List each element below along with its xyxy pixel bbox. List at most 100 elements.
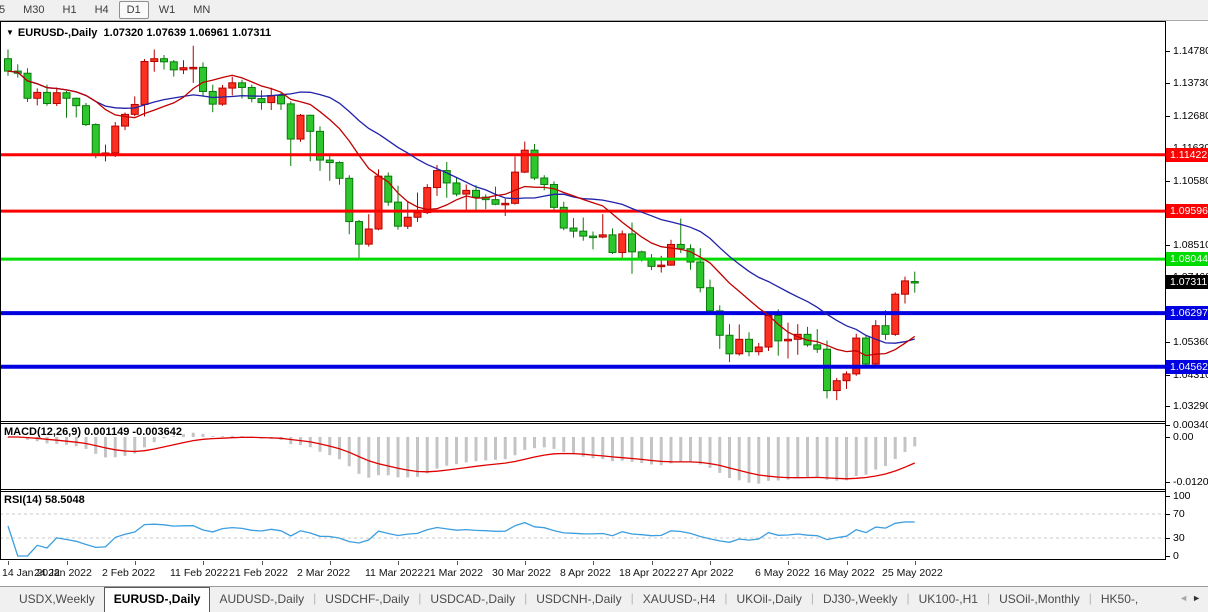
- candle: [277, 93, 285, 111]
- rsi-panel[interactable]: [0, 492, 1165, 559]
- candle: [706, 279, 714, 312]
- tab-usoil-monthly[interactable]: USOil-,Monthly: [999, 592, 1080, 606]
- candle: [511, 156, 519, 205]
- candle: [452, 177, 461, 197]
- candle: [199, 62, 207, 97]
- candle: [140, 59, 149, 117]
- candle: [442, 161, 451, 198]
- price-axis-border: [1165, 21, 1166, 560]
- tab-scroll-left-icon[interactable]: ◄: [1179, 593, 1193, 603]
- tab-uk100-h1[interactable]: UK100-,H1: [918, 592, 978, 606]
- panel-separator[interactable]: [0, 489, 1208, 490]
- tab-usdx-weekly[interactable]: USDX,Weekly: [19, 592, 95, 606]
- tab-xauusd-h4[interactable]: XAUUSD-,H4: [642, 592, 716, 606]
- rsi-line: [7, 521, 915, 557]
- price-axis-tick-tick: [1165, 406, 1170, 407]
- candle: [667, 239, 675, 266]
- date-tick: [330, 561, 331, 565]
- date-axis-label: 6 May 2022: [755, 567, 810, 579]
- candle: [628, 222, 636, 274]
- tab-dj30-weekly[interactable]: DJ30-,Weekly: [822, 592, 898, 606]
- tab-hk50[interactable]: HK50-,: [1100, 592, 1139, 606]
- timeframe-button-5[interactable]: 5: [0, 4, 6, 16]
- date-axis-label: 25 May 2022: [882, 567, 943, 579]
- candle: [23, 68, 32, 102]
- tab-usdcnh-daily[interactable]: USDCNH-,Daily: [536, 592, 622, 606]
- tab-separator: |: [418, 591, 422, 605]
- level-price-label-1.06297: 1.06297: [1166, 306, 1208, 320]
- macd-axis-tick-tick: [1165, 437, 1170, 438]
- time-axis[interactable]: 14 Jan 2022 24 Jan 2022 2 Feb 2022 11 Feb 2…: [0, 561, 1165, 586]
- tab-audusd-daily[interactable]: AUDUSD-,Daily: [219, 592, 305, 606]
- candle: [82, 102, 90, 127]
- candle: [862, 335, 870, 366]
- candle: [364, 214, 373, 247]
- candle: [384, 172, 393, 206]
- timeframe-button-h1[interactable]: H1: [62, 4, 77, 16]
- candle: [784, 322, 792, 359]
- candle: [355, 220, 363, 259]
- candle: [881, 310, 890, 340]
- tab-scroll-right-icon[interactable]: ►: [1192, 593, 1205, 603]
- tab-eurusd-daily[interactable]: EURUSD-,Daily: [103, 587, 211, 612]
- date-axis-label: 30 Mar 2022: [492, 567, 551, 579]
- timeframe-button-d1[interactable]: D1: [118, 1, 149, 19]
- date-tick: [847, 561, 848, 565]
- timeframe-button-mn[interactable]: MN: [193, 4, 211, 16]
- price-axis-tick-tick: [1165, 375, 1170, 376]
- date-axis-label: 14 Jan 2022: [2, 567, 60, 579]
- candle: [598, 214, 607, 239]
- panel-separator[interactable]: [0, 491, 1208, 492]
- date-tick: [652, 561, 653, 565]
- candle: [91, 123, 100, 159]
- date-axis-label: 8 Apr 2022: [560, 567, 611, 579]
- date-tick: [67, 561, 68, 565]
- tab-ukoil-daily[interactable]: UKOil-,Daily: [736, 592, 802, 606]
- price-axis-tick-tick: [1165, 245, 1170, 246]
- timeframe-button-w1[interactable]: W1: [158, 4, 176, 16]
- candle: [150, 49, 159, 72]
- timeframe-button-h4[interactable]: H4: [94, 4, 109, 16]
- rsi-axis-tick-tick: [1165, 556, 1170, 557]
- date-tick: [915, 561, 916, 565]
- macd-panel[interactable]: [0, 424, 1165, 489]
- price-axis-tick-tick: [1165, 83, 1170, 84]
- date-axis-label: 11 Mar 2022: [365, 567, 424, 579]
- date-tick: [262, 561, 263, 565]
- price-axis: 1.147801.137301.126801.116301.105801.085…: [1165, 21, 1208, 586]
- candle: [569, 218, 578, 238]
- candle: [754, 343, 763, 356]
- panel-separator[interactable]: [0, 421, 1208, 422]
- timeframe-button-m30[interactable]: M30: [23, 4, 45, 16]
- candle: [686, 244, 695, 270]
- price-axis-tick-tick: [1165, 181, 1170, 182]
- tab-separator: |: [810, 591, 814, 605]
- rsi-axis-tick: 0: [1173, 550, 1179, 562]
- panel-separator[interactable]: [0, 423, 1208, 424]
- tab-usdcad-daily[interactable]: USDCAD-,Daily: [430, 592, 516, 606]
- candle: [257, 90, 266, 110]
- candle: [608, 228, 617, 255]
- candle: [267, 87, 276, 111]
- price-chart-canvas[interactable]: [0, 23, 1165, 421]
- candle: [374, 169, 383, 231]
- candle: [189, 45, 198, 83]
- date-tick: [525, 561, 526, 565]
- candle: [130, 96, 139, 117]
- price-axis-tick: 1.10580: [1173, 175, 1208, 187]
- candle: [530, 144, 539, 181]
- macd-signal-line: [8, 436, 916, 480]
- tab-usdchf-daily[interactable]: USDCHF-,Daily: [325, 592, 410, 606]
- rsi-axis-tick: 100: [1173, 490, 1191, 502]
- date-tick: [593, 561, 594, 565]
- candle: [296, 114, 305, 142]
- date-axis-label: 2 Mar 2022: [297, 567, 351, 579]
- timeframe-toolbar: 5 M30 H1 H4 D1 W1 MN: [0, 0, 1208, 21]
- candle: [179, 60, 188, 75]
- candle: [696, 248, 705, 293]
- symbol-dropdown-icon[interactable]: ▼: [6, 28, 14, 37]
- date-tick: [457, 561, 458, 565]
- date-tick: [8, 561, 9, 565]
- candle: [793, 324, 802, 355]
- date-axis-label: 27 Apr 2022: [677, 567, 734, 579]
